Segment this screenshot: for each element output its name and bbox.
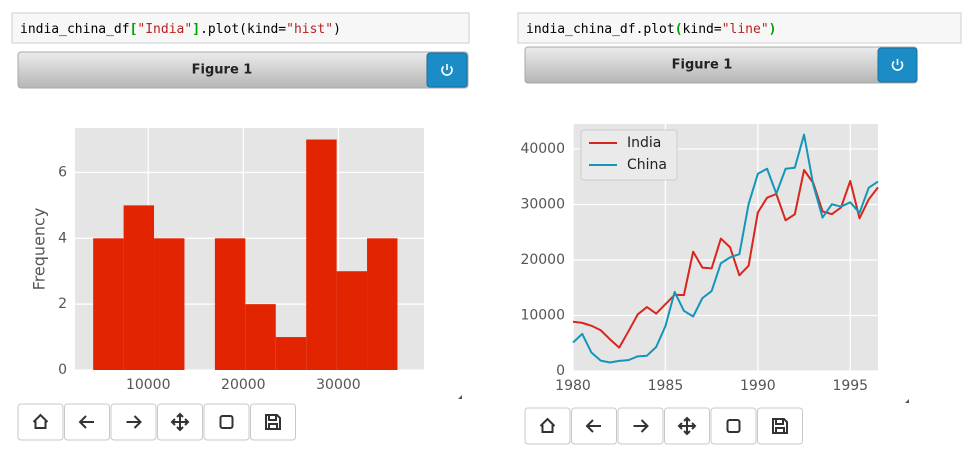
code-box (517, 12, 962, 44)
code-token: "line" (722, 22, 769, 37)
icon-save (265, 414, 281, 430)
code-token: ( (675, 22, 683, 37)
series-line (572, 169, 879, 349)
toolbar-button[interactable] (617, 407, 664, 445)
icon-forward (126, 415, 142, 429)
toolbar (524, 407, 803, 445)
close-button[interactable] (877, 47, 918, 83)
toolbar-button[interactable] (571, 407, 617, 445)
x-tick-label: 1990 (740, 378, 776, 394)
histogram: 0 2 4 6 10000 20000 30000 Frequency (30, 128, 424, 393)
y-tick-label: 2 (58, 296, 67, 312)
toolbar-button[interactable] (64, 403, 110, 441)
x-tick-label: 10000 (126, 377, 171, 393)
x-tick-label: 1995 (832, 378, 868, 394)
button-frame (710, 407, 757, 445)
hist-bar (245, 304, 276, 370)
icon-back (585, 419, 601, 433)
hist-bar (275, 337, 307, 370)
button-frame (250, 403, 296, 441)
code-token: ) (333, 22, 341, 37)
code-token: india_china_df.plot (526, 22, 675, 37)
code-token: india_china_df (20, 22, 130, 37)
code-token: "hist" (286, 22, 333, 37)
icon-forward (633, 419, 649, 433)
y-tick-label: 0 (556, 363, 565, 379)
toolbar-button[interactable] (664, 407, 710, 445)
icon-home (539, 417, 556, 433)
hist-bar (93, 238, 124, 370)
button-frame (203, 403, 250, 441)
button-frame (757, 407, 803, 445)
hist-bar (214, 238, 246, 370)
code-token: "India" (137, 22, 192, 37)
y-tick-label: 20000 (520, 252, 565, 268)
legend: India China (580, 129, 678, 181)
icon-back (78, 415, 94, 429)
x-tick-label: 1985 (648, 378, 684, 394)
resize-handle[interactable] (905, 399, 909, 403)
toolbar-button[interactable] (110, 403, 157, 441)
code-box (11, 12, 470, 44)
toolbar-button[interactable] (203, 403, 250, 441)
icon-move (677, 416, 697, 436)
line-chart: 0 10000 20000 30000 40000 1980 1985 1990 1995 Ind… (520, 124, 879, 394)
figure-title: Figure 1 (672, 58, 733, 73)
code-token: .plot(kind= (200, 22, 286, 37)
x-tick-label: 1980 (555, 378, 591, 394)
hist-bar (336, 271, 368, 370)
icon-move (170, 412, 190, 432)
figure-title: Figure 1 (192, 63, 253, 78)
y-tick-label: 0 (58, 362, 67, 378)
figure-header (17, 51, 469, 89)
resize-handle[interactable] (458, 395, 462, 399)
hist-bar (154, 238, 185, 370)
legend-label: China (627, 157, 667, 173)
y-tick-label: 30000 (520, 196, 565, 212)
icon-save (772, 418, 788, 434)
y-tick-label: 4 (58, 230, 67, 246)
button-frame (524, 407, 571, 445)
hist-bar (306, 139, 337, 370)
code-token: ) (769, 22, 777, 37)
y-tick-label: 6 (58, 164, 67, 180)
toolbar-button[interactable] (757, 407, 803, 445)
y-axis-label: Frequency (30, 208, 49, 291)
hist-bar (123, 205, 155, 370)
toolbar-button[interactable] (157, 403, 203, 441)
hist-bar (367, 238, 398, 370)
code-token: kind= (683, 22, 722, 37)
series-line (572, 133, 879, 364)
toolbar-button[interactable] (710, 407, 757, 445)
code-line: india_china_df.plot(kind="line") (526, 22, 776, 37)
icon-zoom (726, 419, 741, 433)
code-token: [ (130, 22, 138, 37)
legend-label: India (627, 135, 661, 151)
code-token: ] (192, 22, 200, 37)
close-button[interactable] (426, 52, 468, 88)
toolbar-button[interactable] (17, 403, 64, 441)
icon-zoom (219, 415, 234, 429)
x-tick-label: 20000 (221, 377, 266, 393)
button-frame (17, 403, 64, 441)
toolbar (17, 403, 296, 441)
code-line: india_china_df["India"].plot(kind="hist"… (20, 22, 341, 37)
toolbar-button[interactable] (250, 403, 296, 441)
x-tick-label: 30000 (316, 377, 361, 393)
icon-home (32, 413, 49, 429)
y-tick-label: 40000 (520, 141, 565, 157)
toolbar-button[interactable] (524, 407, 571, 445)
y-tick-label: 10000 (520, 307, 565, 323)
